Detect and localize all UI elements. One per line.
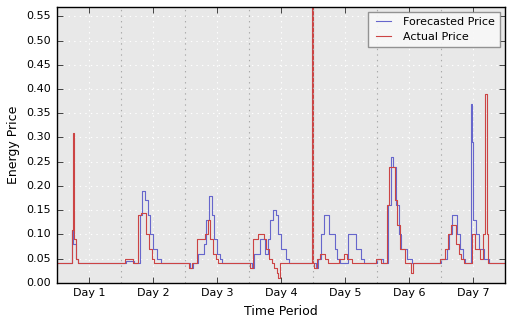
Forecasted Price — [188, 266, 195, 270]
Forecasted Price — [467, 102, 474, 106]
Y-axis label: Energy Price: Energy Price — [7, 106, 19, 184]
Actual Price — [309, 5, 315, 9]
Line: Forecasted Price: Forecasted Price — [57, 104, 504, 268]
Actual Price — [501, 262, 507, 266]
Actual Price — [59, 262, 66, 266]
Forecasted Price — [54, 262, 60, 266]
Forecasted Price — [153, 247, 159, 251]
Forecasted Price — [59, 262, 66, 266]
X-axis label: Time Period: Time Period — [244, 305, 318, 318]
Actual Price — [306, 262, 312, 266]
Forecasted Price — [421, 262, 427, 266]
Forecasted Price — [501, 262, 507, 266]
Forecasted Price — [306, 262, 312, 266]
Forecasted Price — [187, 266, 194, 270]
Actual Price — [428, 262, 434, 266]
Legend: Forecasted Price, Actual Price: Forecasted Price, Actual Price — [368, 12, 500, 47]
Actual Price — [54, 262, 60, 266]
Actual Price — [422, 262, 429, 266]
Actual Price — [275, 276, 282, 280]
Forecasted Price — [426, 262, 432, 266]
Line: Actual Price: Actual Price — [57, 7, 504, 278]
Actual Price — [187, 266, 194, 270]
Actual Price — [153, 262, 159, 266]
